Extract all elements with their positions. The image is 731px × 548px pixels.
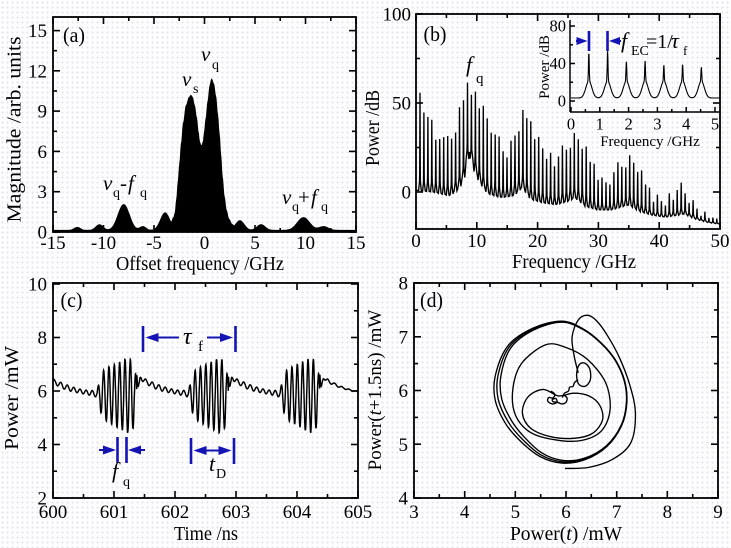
svg-text:30: 30 [589,231,608,252]
svg-text:0: 0 [567,115,575,134]
svg-text:f: f [198,339,203,355]
svg-text:q: q [212,58,219,73]
svg-text:8: 8 [38,328,48,349]
svg-text:0: 0 [411,231,421,252]
svg-text:9: 9 [38,102,48,123]
svg-text:Power /dB: Power /dB [537,35,553,99]
svg-text:(a): (a) [63,23,85,47]
svg-text:4: 4 [682,115,690,134]
svg-text:5: 5 [399,435,409,456]
svg-text:50: 50 [392,94,411,115]
svg-text:τ: τ [183,324,193,350]
svg-text:v: v [182,67,192,91]
svg-text:Power(t) /mW: Power(t) /mW [510,524,623,545]
svg-text:f: f [311,185,320,209]
svg-text:4: 4 [38,435,48,456]
svg-text:5: 5 [250,233,260,254]
svg-text:40: 40 [650,231,669,252]
svg-text:600: 600 [39,502,68,523]
svg-text:Power /dB: Power /dB [362,90,384,166]
svg-text:2: 2 [38,489,48,510]
svg-text:f: f [128,171,137,195]
svg-text:v: v [201,42,211,66]
svg-text:601: 601 [100,502,129,523]
svg-text:8: 8 [399,274,409,295]
svg-text:5: 5 [711,115,719,134]
svg-text:-15: -15 [40,233,65,254]
svg-text:20: 20 [528,231,547,252]
svg-text:EC: EC [631,44,649,59]
svg-text:Offset frequency /GHz: Offset frequency /GHz [116,254,284,275]
svg-text:40: 40 [550,54,567,73]
svg-text:4: 4 [460,502,470,523]
svg-text:7: 7 [612,502,622,523]
svg-text:Frequency /GHz: Frequency /GHz [600,134,700,150]
svg-text:=1/: =1/ [646,31,673,53]
svg-text:Time /ns: Time /ns [174,524,238,545]
svg-text:6: 6 [399,381,409,402]
svg-text:3: 3 [38,182,48,203]
svg-text:6: 6 [561,502,571,523]
svg-text:0: 0 [200,233,210,254]
svg-text:8: 8 [663,502,673,523]
svg-text:100: 100 [383,5,412,26]
svg-text:(c): (c) [61,288,83,312]
svg-text:D: D [216,467,226,482]
svg-text:12: 12 [28,61,47,82]
svg-text:+: + [298,185,310,209]
svg-text:603: 603 [222,502,251,523]
svg-text:0: 0 [38,223,48,244]
svg-text:3: 3 [653,115,661,134]
svg-text:q: q [123,475,130,490]
svg-text:f: f [621,28,630,53]
svg-text:(b): (b) [424,22,447,46]
svg-text:Frequency /GHz: Frequency /GHz [512,252,636,273]
svg-text:6: 6 [38,382,48,403]
svg-text:7: 7 [399,327,409,348]
svg-text:0: 0 [402,183,412,204]
svg-text:50: 50 [711,231,730,252]
svg-text:10: 10 [296,233,315,254]
svg-text:q: q [140,186,147,201]
svg-text:f: f [466,52,475,77]
svg-text:Power(t+1.5ns) /mW: Power(t+1.5ns) /mW [365,310,386,471]
svg-text:f: f [683,43,688,58]
svg-text:605: 605 [344,502,373,523]
svg-text:v: v [103,171,113,195]
svg-text:-: - [120,171,127,195]
svg-text:2: 2 [624,115,632,134]
svg-text:1: 1 [596,115,604,134]
svg-text:-10: -10 [91,233,116,254]
svg-text:5: 5 [511,502,521,523]
svg-text:604: 604 [283,502,312,523]
svg-text:10: 10 [467,231,486,252]
svg-text:602: 602 [161,502,190,523]
svg-text:s: s [193,82,198,97]
svg-text:q: q [113,186,120,201]
svg-text:t: t [209,451,216,476]
svg-text:15: 15 [28,21,47,42]
svg-text:q: q [292,200,299,215]
svg-text:10: 10 [28,275,47,296]
svg-text:Power /mW: Power /mW [1,346,23,450]
svg-text:Magnitude /arb. units: Magnitude /arb. units [4,36,26,222]
svg-text:15: 15 [347,233,366,254]
svg-text:3: 3 [409,502,419,523]
svg-text:0: 0 [558,92,566,111]
svg-text:80: 80 [550,17,567,36]
svg-text:τ: τ [671,28,680,53]
svg-text:q: q [476,71,484,87]
svg-text:v: v [282,185,292,209]
svg-text:-5: -5 [146,233,162,254]
svg-text:(d): (d) [420,288,443,312]
svg-text:6: 6 [38,142,48,163]
svg-text:9: 9 [713,502,723,523]
svg-text:f: f [112,458,121,483]
svg-text:4: 4 [399,489,409,510]
svg-text:q: q [321,200,328,215]
